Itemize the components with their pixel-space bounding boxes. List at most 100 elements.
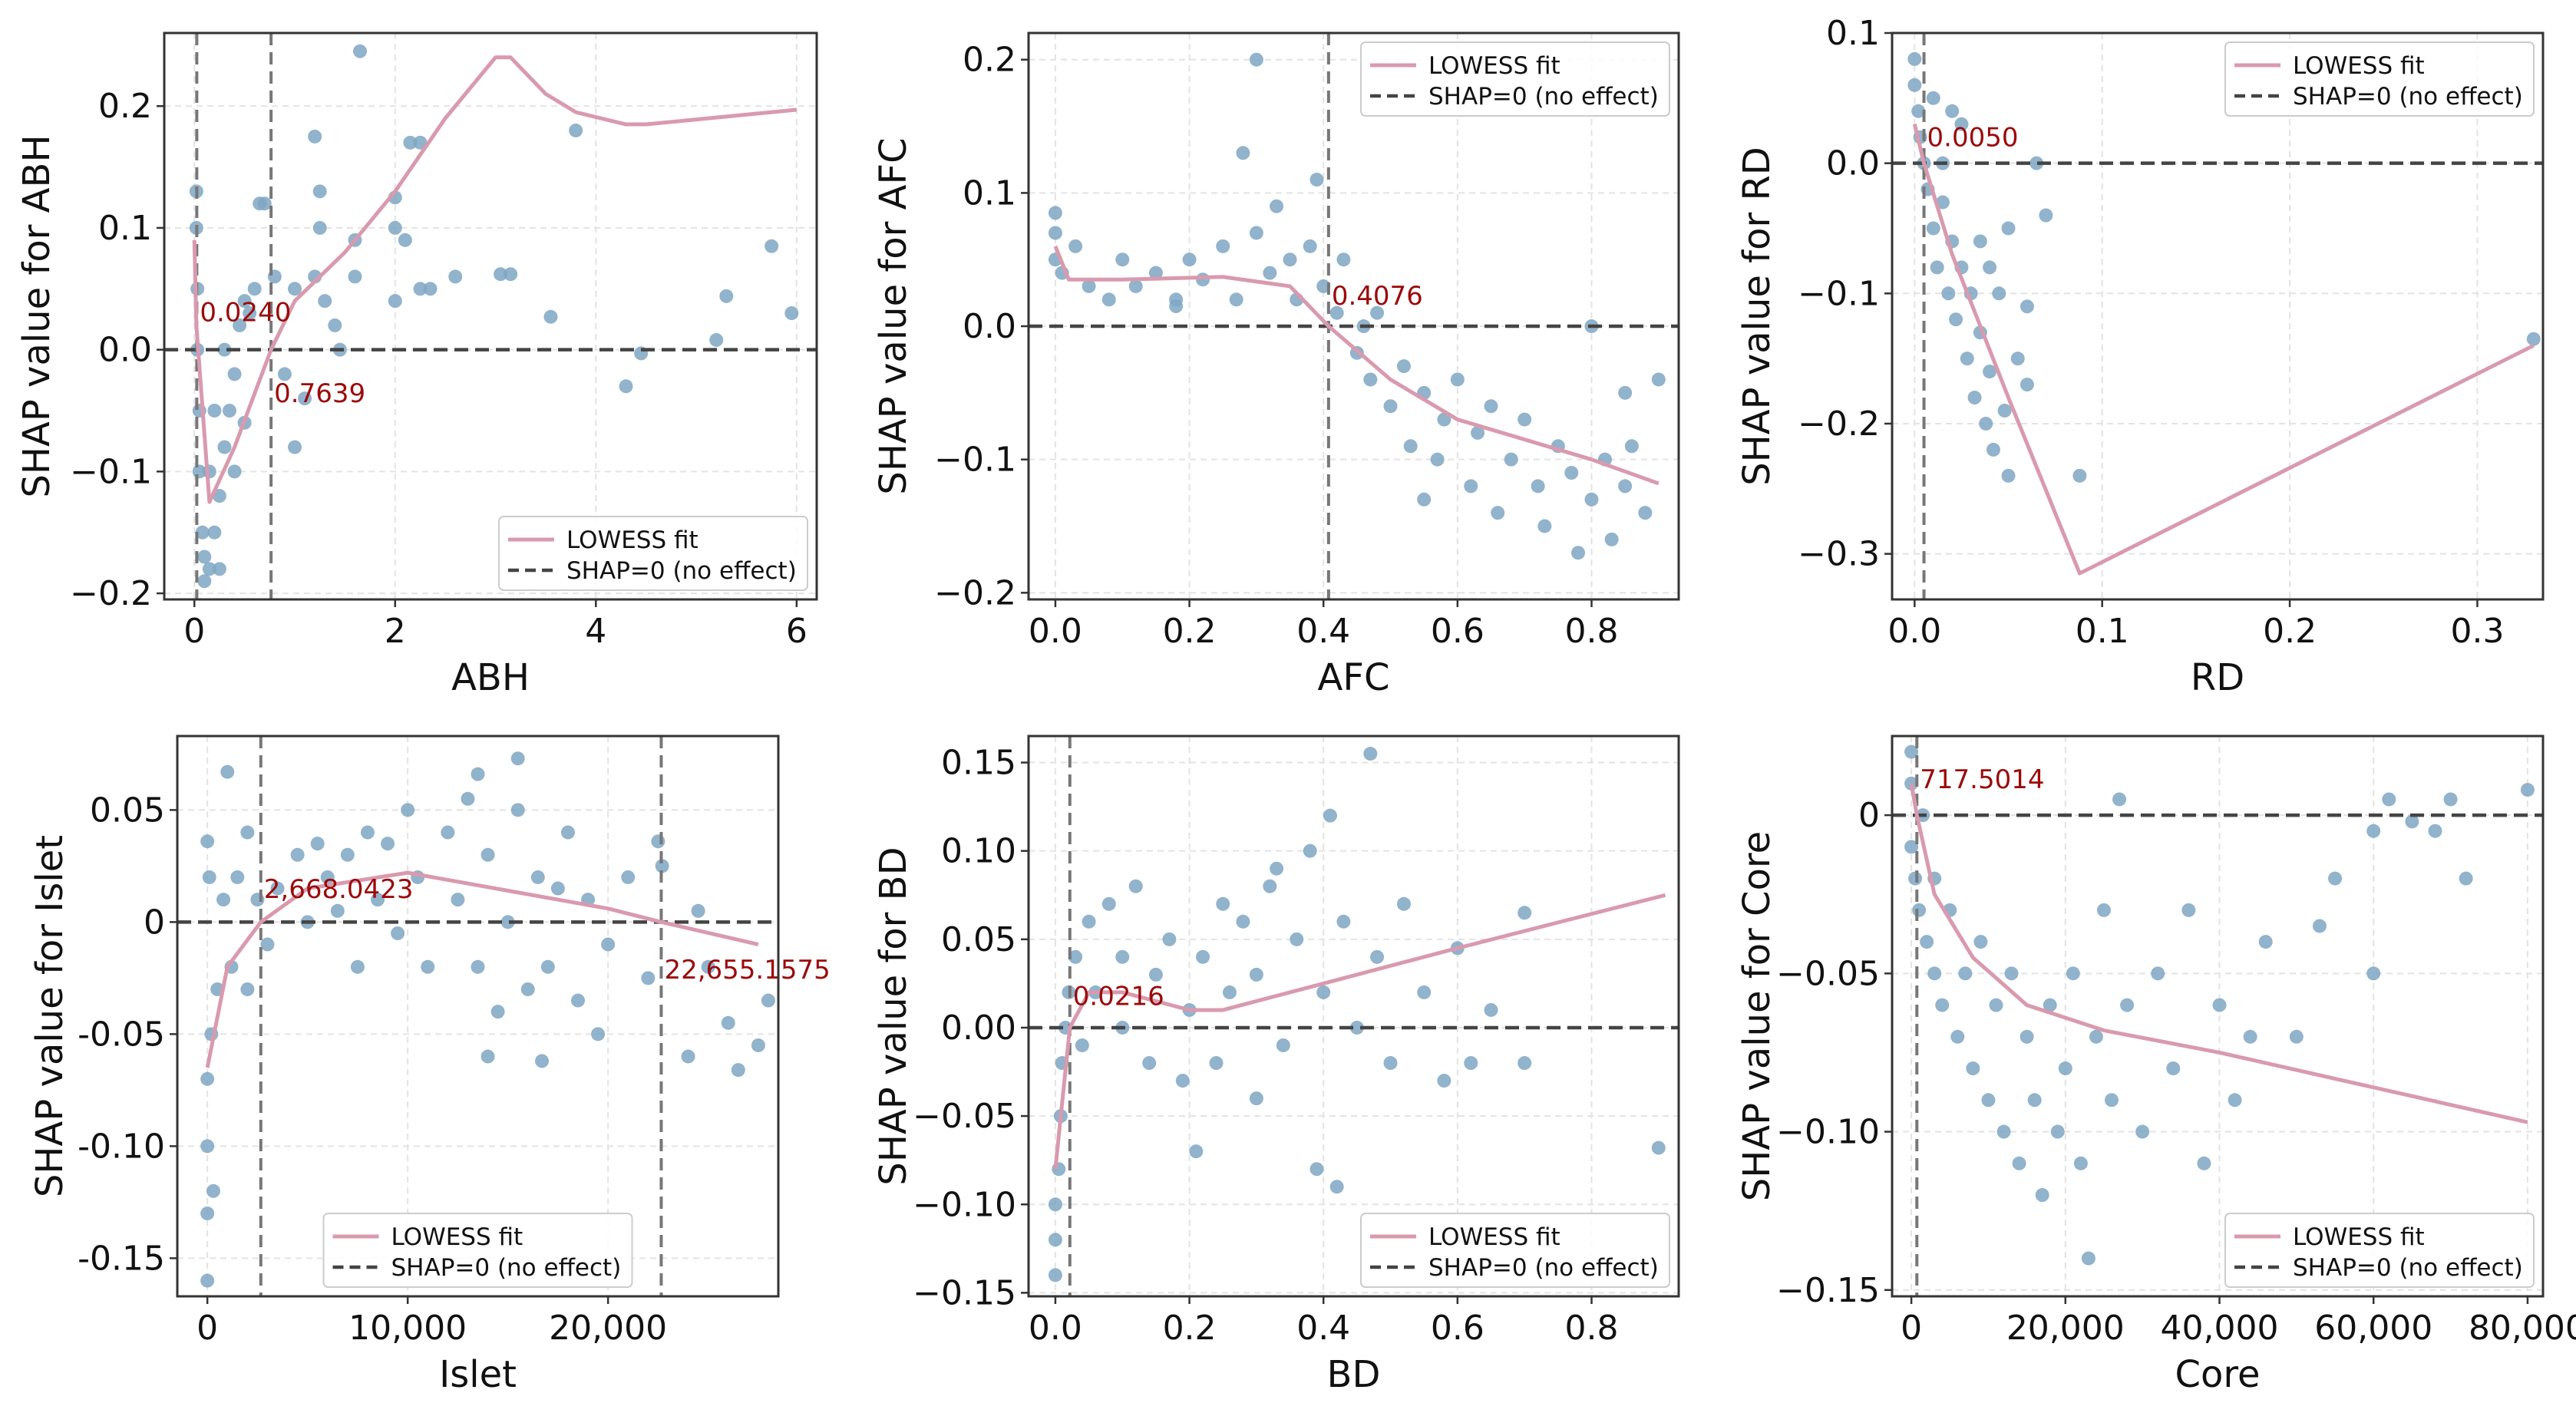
legend-box <box>2224 41 2535 117</box>
scatter-point <box>421 959 435 974</box>
scatter-point <box>1249 52 1263 67</box>
scatter-point <box>1048 1268 1062 1283</box>
scatter-point <box>310 837 325 851</box>
x-tick-label: 4 <box>585 612 606 651</box>
scatter-point <box>2020 299 2034 314</box>
scatter-point <box>1048 206 1062 220</box>
scatter-point <box>1189 1144 1204 1159</box>
scatter-point <box>1270 199 1284 213</box>
legend: LOWESS fit SHAP=0 (no effect) <box>2224 41 2535 117</box>
scatter-point <box>290 847 305 862</box>
scatter-point <box>1935 195 1950 210</box>
legend: LOWESS fit SHAP=0 (no effect) <box>498 516 808 591</box>
scatter-point <box>1437 412 1451 427</box>
x-tick-label: 0.0 <box>1887 612 1941 651</box>
y-tick-label: −0.1 <box>934 441 1016 480</box>
y-tick-label: −0.10 <box>1776 1113 1880 1152</box>
scatter-point <box>1983 365 1997 379</box>
x-tick-label: 20,000 <box>549 1309 667 1348</box>
scatter-point <box>1052 1162 1066 1177</box>
scatter-point <box>2181 903 2196 917</box>
scatter-point <box>2289 1029 2304 1044</box>
scatter-point <box>2004 966 2019 981</box>
scatter-point <box>1048 1197 1062 1212</box>
scatter-point <box>1960 352 1974 366</box>
x-axis-label: ABH <box>451 656 530 699</box>
scatter-point <box>2166 1061 2181 1076</box>
zero-crossing-annotation: 0.0050 <box>1927 122 2019 153</box>
scatter-point <box>197 550 212 564</box>
scatter-point <box>1564 466 1579 480</box>
scatter-point <box>2366 824 2381 838</box>
scatter-point <box>257 196 272 211</box>
scatter-point <box>2029 156 2044 170</box>
scatter-point <box>2012 1156 2026 1170</box>
scatter-point <box>621 870 636 884</box>
scatter-point <box>1966 1061 1980 1076</box>
scatter-point <box>1249 967 1263 982</box>
scatter-point <box>1048 226 1062 240</box>
scatter-point <box>1954 117 1969 131</box>
legend-lowess-label: LOWESS fit <box>1428 1223 1560 1251</box>
scatter-point <box>1082 914 1096 929</box>
scatter-point <box>540 959 555 974</box>
scatter-point <box>2027 1093 2042 1108</box>
scatter-point <box>530 870 545 884</box>
scatter-point <box>691 903 705 918</box>
y-tick-label: −0.05 <box>913 1097 1016 1136</box>
y-tick-label: 0 <box>144 903 165 942</box>
axes-frame <box>1027 735 1680 1298</box>
y-tick-label: -0.05 <box>78 1015 165 1054</box>
scatter-point <box>398 233 412 247</box>
zero-crossing-annotation: 22,655.1575 <box>664 955 830 985</box>
scatter-point <box>1383 399 1398 414</box>
scatter-point <box>1349 1020 1364 1035</box>
scatter-point <box>220 764 235 779</box>
scatter-point <box>2212 998 2227 1012</box>
x-tick-label: 60,000 <box>2314 1309 2432 1348</box>
scatter-point <box>1973 234 1987 249</box>
scatter-point <box>2096 903 2111 917</box>
scatter-point <box>2405 814 2419 829</box>
scatter-point <box>350 959 365 974</box>
scatter-point <box>1417 492 1432 507</box>
scatter-point <box>1196 272 1210 287</box>
scatter-point <box>318 294 332 309</box>
scatter-point <box>765 239 779 253</box>
scatter-point <box>1216 896 1230 911</box>
legend-box <box>2224 1213 2535 1288</box>
scatter-point <box>1115 949 1130 964</box>
scatter-point <box>312 184 327 199</box>
scatter-point <box>1926 221 1940 236</box>
subplot-core: 717.5014 0 20,000 40,000 60,000 80,000 −0.15 −0… <box>1735 735 2576 1396</box>
scatter-point <box>1229 292 1243 307</box>
scatter-point <box>1249 1091 1263 1106</box>
x-axis-label: RD <box>2191 656 2244 699</box>
x-axis-label: Islet <box>439 1353 517 1396</box>
scatter-point <box>1618 385 1633 400</box>
scatter-point <box>1996 1124 2011 1139</box>
scatter-point <box>353 44 367 58</box>
scatter-point <box>2312 919 2327 933</box>
scatter-point <box>1604 532 1619 546</box>
scatter-point <box>1396 359 1411 374</box>
scatter-point <box>1336 914 1351 929</box>
scatter-point <box>1571 546 1586 560</box>
scatter-point <box>1263 266 1277 280</box>
scatter-point <box>510 803 525 817</box>
scatter-point <box>1437 1074 1451 1088</box>
legend-lowess-label: LOWESS fit <box>566 527 698 554</box>
y-tick-label: −0.2 <box>934 573 1016 612</box>
legend-zero-label: SHAP=0 (no effect) <box>2293 83 2523 111</box>
scatter-point <box>298 391 312 406</box>
axes-frame <box>1891 31 2545 601</box>
y-tick-label: -0.10 <box>78 1127 165 1166</box>
scatter-point <box>243 306 257 321</box>
scatter-point <box>1383 1056 1398 1071</box>
scatter-point <box>1907 78 1922 92</box>
y-tick-label: 0.05 <box>90 791 165 830</box>
scatter-point <box>413 135 428 150</box>
scatter-point <box>1504 452 1518 467</box>
scatter-point <box>197 574 212 589</box>
